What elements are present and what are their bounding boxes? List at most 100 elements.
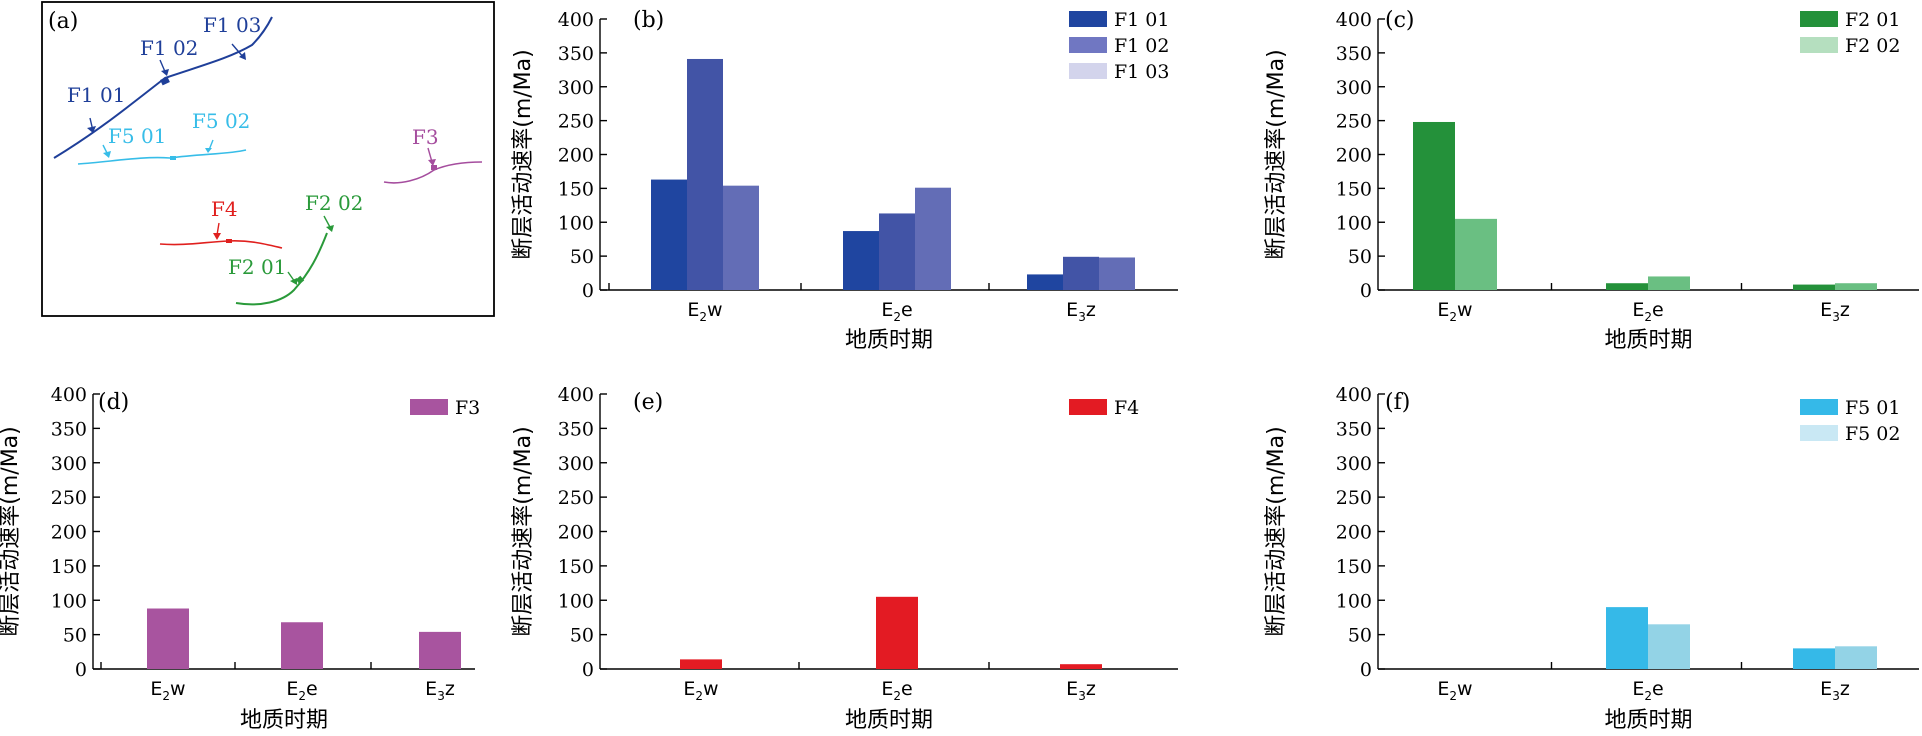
y-tick-label: 200 [558,522,594,544]
bar [651,179,687,290]
f2-02-arrowhead [326,225,334,232]
x-tick-label: E2e [1632,678,1663,703]
x-tick-label: E3z [1820,299,1850,324]
x-tick-label: E2e [1632,299,1663,324]
f5-01-label: F5 01 [108,124,166,148]
y-tick-label: 350 [1336,43,1372,65]
y-tick-label: 0 [582,280,594,302]
x-axis-title: 地质时期 [845,708,933,732]
y-tick-label: 0 [75,659,87,681]
x-tick-label: E2w [1437,678,1472,703]
bar [1063,256,1099,290]
y-tick-label: 300 [558,453,594,475]
x-axis-title: 地质时期 [845,328,933,353]
fault-f2-marker [295,275,305,285]
x-tick-label: E2e [881,678,912,703]
legend-label: F5 02 [1845,423,1901,445]
bar [1455,218,1497,290]
panel-label: (b) [633,8,664,33]
y-tick-label: 100 [558,590,594,612]
y-axis-title: 断层活动速率(m/Ma) [511,49,536,259]
chart-panel: 0 50 100 150 200 250 300 350 400 E2w E2e E3z F5 01 F5… [1264,384,1919,733]
y-axis-title: 断层活动速率(m/Ma) [1264,49,1289,259]
chart-panel: 0 50 100 150 200 250 300 350 400 E2w E2e E3z F4 (e) 地质… [511,384,1178,733]
bar [1099,257,1135,290]
y-tick-label: 50 [570,625,594,647]
x-tick-label: E3z [1066,299,1096,324]
y-tick-label: 200 [51,522,87,544]
y-tick-label: 150 [558,556,594,578]
legend-swatch [1069,399,1107,415]
legend-swatch [1800,37,1838,53]
y-axis-title: 断层活动速率(m/Ma) [511,426,536,636]
y-tick-label: 0 [1360,659,1372,681]
fault-f5-line [77,149,247,165]
y-tick-label: 400 [1336,384,1372,406]
y-tick-label: 50 [570,246,594,268]
panel-label: (d) [98,390,129,415]
x-tick-label: E2w [150,678,185,703]
panel-label: (c) [1385,8,1415,33]
y-tick-label: 250 [51,487,87,509]
y-tick-label: 250 [558,111,594,133]
f1-01-label: F1 01 [67,83,125,107]
y-tick-label: 250 [558,487,594,509]
y-tick-label: 50 [1348,246,1372,268]
legend-swatch [1069,37,1107,53]
bar [1648,276,1690,290]
y-tick-label: 150 [51,556,87,578]
bar [1793,284,1835,290]
bar [1413,121,1455,290]
y-tick-label: 100 [558,212,594,234]
fault-map-panel: (a) F1 01 F1 02 F1 03 F5 01 F5 02 F3 F [41,1,495,317]
f1-03-arrowhead [239,52,246,60]
bar [1606,607,1648,669]
f5-02-label: F5 02 [192,109,250,133]
bar [876,596,918,669]
y-tick-label: 100 [1336,590,1372,612]
f4-arrowhead [213,233,221,240]
fault-f1-line [53,16,273,159]
y-tick-label: 100 [51,590,87,612]
x-tick-label: E2w [687,299,722,324]
x-tick-label: E3z [1820,678,1850,703]
bar [915,187,951,290]
y-axis-title: 断层活动速率(m/Ma) [0,426,23,636]
bar [1793,648,1835,669]
f3-arrowhead [428,159,436,166]
x-tick-label: E2w [683,678,718,703]
legend-label: F1 01 [1114,9,1170,31]
legend-swatch [1800,425,1838,441]
y-tick-label: 200 [1336,522,1372,544]
y-tick-label: 150 [558,178,594,200]
x-tick-label: E2e [286,678,317,703]
chart-panel: 0 50 100 150 200 250 300 350 400 E2w E2e E3z F2 01 F2… [1264,8,1919,353]
f1-02-label: F1 02 [140,36,198,60]
charts-group: 0 50 100 150 200 250 300 350 400 E2w E2e E3z F1 01 F1… [0,8,1919,733]
bar [281,622,323,669]
x-tick-label: E3z [1066,678,1096,703]
x-tick-label: E3z [425,678,455,703]
panel-label: (e) [633,390,663,415]
y-tick-label: 300 [558,77,594,99]
y-tick-label: 200 [558,145,594,167]
legend-swatch [1800,11,1838,27]
y-tick-label: 300 [1336,77,1372,99]
y-tick-label: 150 [1336,178,1372,200]
bar [879,213,915,290]
f2-01-label: F2 01 [228,255,286,279]
fault-f5-marker [170,156,176,160]
y-tick-label: 350 [558,418,594,440]
panel-label: (f) [1385,390,1410,415]
legend-swatch [1800,399,1838,415]
x-axis-title: 地质时期 [240,708,328,732]
legend-label: F1 02 [1114,35,1170,57]
x-axis-title: 地质时期 [1604,708,1692,732]
y-tick-label: 0 [582,659,594,681]
x-axis-title: 地质时期 [1604,328,1692,353]
y-tick-label: 100 [1336,212,1372,234]
map-panel-label: (a) [48,9,78,34]
f3-label: F3 [412,125,439,149]
legend-swatch [1069,11,1107,27]
